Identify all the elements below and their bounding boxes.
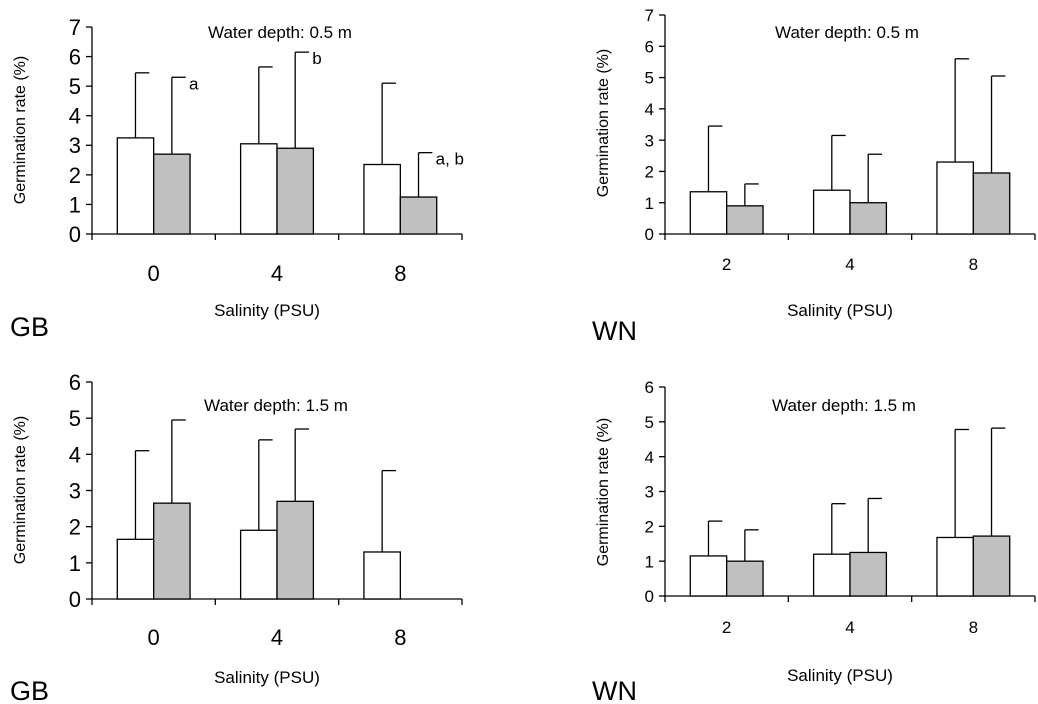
y-tick-label: 4 — [69, 104, 81, 129]
bar-s2-c2 — [276, 147, 315, 235]
y-tick-label: 5 — [645, 413, 654, 432]
x-axis-label: Salinity (PSU) — [214, 668, 320, 687]
y-tick-label: 5 — [69, 74, 81, 99]
panel-label: WN — [592, 316, 637, 346]
x-tick-label: 4 — [271, 625, 283, 650]
y-tick-label: 1 — [645, 552, 654, 571]
chart-panel-3: 0 1 2 3 4 5 6 0 4 8 Water depth: 1.5 m Salinity (PS… — [10, 370, 463, 704]
bar-s2-c1 — [726, 205, 764, 235]
x-tick-label: 0 — [148, 625, 160, 650]
y-tick-label: 2 — [645, 163, 654, 182]
x-tick-label: 0 — [148, 261, 160, 286]
bar-s1-c1 — [116, 137, 155, 235]
y-tick-label: 3 — [645, 131, 654, 150]
y-tick-label: 0 — [69, 587, 81, 612]
bar-s1-c3 — [936, 536, 974, 597]
chart-panel-4: 0 1 2 3 4 5 6 2 4 8 Water depth: 1.5 m Salinity (PS… — [592, 378, 1036, 704]
y-tick-label: 7 — [645, 6, 654, 25]
panel-label: WN — [592, 676, 637, 704]
y-tick-label: 2 — [69, 163, 81, 188]
bar-s1-c3 — [363, 163, 401, 235]
y-tick-label: 2 — [69, 515, 81, 540]
y-tick-label: 1 — [69, 192, 81, 217]
y-axis-label: Germination rate (%) — [595, 49, 612, 198]
y-tick-label: 4 — [69, 442, 81, 467]
bar-s2-c2 — [276, 500, 315, 600]
bar-s1-c2 — [812, 189, 851, 235]
x-tick-label: 2 — [722, 255, 731, 274]
chart-title: Water depth: 1.5 m — [772, 396, 916, 415]
bar-s2-c3 — [399, 196, 438, 235]
x-axis-label: Salinity (PSU) — [214, 301, 320, 320]
y-tick-label: 4 — [645, 100, 654, 119]
y-tick-label: 2 — [645, 517, 654, 536]
y-tick-label: 3 — [69, 133, 81, 158]
x-tick-label: 8 — [394, 261, 406, 286]
bar-s1-c2 — [239, 143, 278, 235]
y-tick-label: 6 — [69, 370, 81, 395]
y-tick-label: 1 — [69, 551, 81, 576]
x-tick-label: 8 — [969, 255, 978, 274]
significance-label: b — [312, 49, 321, 68]
bar-s2-c3 — [972, 172, 1011, 235]
chart-title: Water depth: 0.5 m — [208, 23, 352, 42]
panel-label: GB — [10, 676, 49, 704]
y-tick-label: 5 — [69, 406, 81, 431]
y-tick-label: 1 — [645, 194, 654, 213]
bar-s2-c1 — [726, 560, 764, 597]
y-tick-label: 7 — [69, 15, 81, 40]
panel-label: GB — [10, 312, 49, 342]
x-tick-label: 8 — [969, 618, 978, 637]
bar-s2-c2 — [849, 551, 888, 597]
bar-s2-c1 — [153, 502, 191, 600]
bar-s1-c2 — [239, 529, 278, 600]
bar-s1-c1 — [689, 191, 728, 235]
chart-panel-2: 0 1 2 3 4 5 6 7 2 4 8 Water depth: 0.5 m Salinity (P… — [592, 6, 1036, 346]
y-tick-label: 3 — [69, 478, 81, 503]
bar-s1-c3 — [363, 551, 401, 600]
bar-s2-c3 — [972, 535, 1011, 597]
x-axis-label: Salinity (PSU) — [787, 301, 893, 320]
chart-panel-1: 0 1 2 3 4 5 6 7 0 4 8 a b a, b Water depth: 0.5 m Salin… — [10, 15, 464, 342]
y-tick-label: 6 — [645, 378, 654, 397]
y-axis-label: Germination rate (%) — [12, 416, 29, 565]
y-axis-label: Germination rate (%) — [12, 56, 29, 205]
y-tick-label: 4 — [645, 448, 654, 467]
x-tick-label: 4 — [845, 255, 854, 274]
chart-title: Water depth: 1.5 m — [204, 396, 348, 415]
chart-title: Water depth: 0.5 m — [775, 23, 919, 42]
x-axis-label: Salinity (PSU) — [787, 666, 893, 685]
x-tick-label: 2 — [722, 618, 731, 637]
y-tick-label: 6 — [69, 44, 81, 69]
x-tick-label: 4 — [271, 261, 283, 286]
x-tick-label: 8 — [394, 625, 406, 650]
y-tick-label: 0 — [69, 222, 81, 247]
bar-s1-c1 — [116, 538, 155, 600]
y-tick-label: 6 — [645, 37, 654, 56]
significance-label: a — [189, 74, 199, 93]
bar-s1-c1 — [689, 555, 728, 597]
bar-s2-c1 — [153, 153, 191, 235]
bar-s2-c2 — [849, 202, 888, 235]
y-tick-label: 0 — [645, 225, 654, 244]
bar-s1-c3 — [936, 161, 974, 235]
y-axis-label: Germination rate (%) — [595, 418, 612, 567]
bar-s1-c2 — [812, 553, 851, 597]
significance-label: a, b — [436, 150, 464, 169]
y-tick-label: 0 — [645, 587, 654, 606]
y-tick-label: 3 — [645, 483, 654, 502]
x-tick-label: 4 — [845, 618, 854, 637]
y-tick-label: 5 — [645, 69, 654, 88]
